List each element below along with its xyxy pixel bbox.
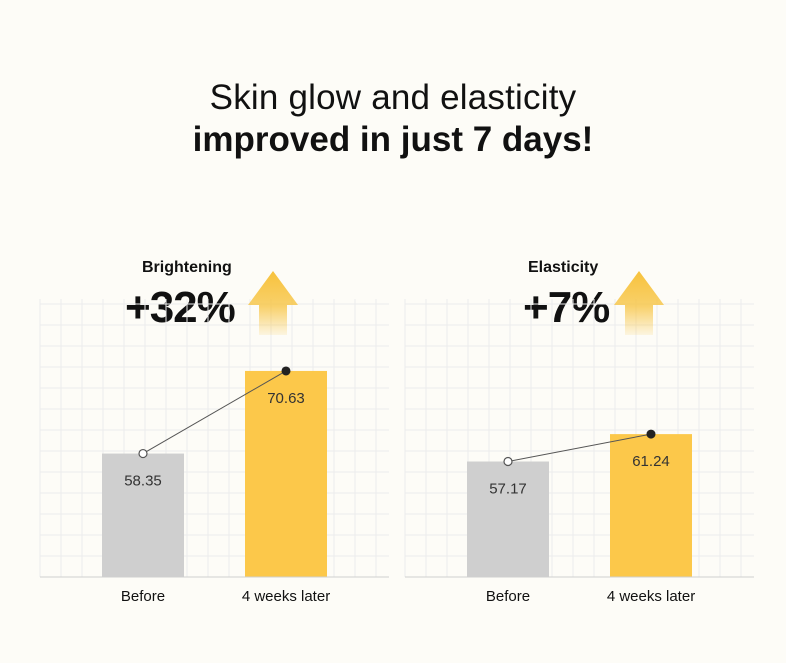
bar-after [610,434,692,577]
chart-svg: 58.35 Before 70.63 4 weeks later [39,271,389,605]
chart-title: Elasticity [528,259,599,276]
up-arrow-icon [614,271,664,335]
data-label: 61.24 [632,453,670,470]
bar-before [102,453,184,577]
bar-after [245,370,327,577]
point-after [646,429,656,439]
point-before [503,456,513,467]
x-tick-label: Before [121,588,165,605]
data-label: 58.35 [124,473,162,490]
chart-title: Brightening [142,259,232,276]
chart-elasticity: Elasticity +7% 57.17 Before 61.24 4 weeks l… [404,255,754,605]
x-tick-label: 4 weeks later [242,588,330,605]
change-label: +7% [523,283,610,332]
x-tick-label: Before [486,588,530,605]
headline-line-2: improved in just 7 days! [192,120,594,159]
bar-before [467,461,549,577]
chart-brightening: Brightening +32% 58.35 Before 70.63 4 weeks… [39,255,389,605]
up-arrow-icon [248,271,298,335]
trend-line [142,370,287,454]
x-tick-label: 4 weeks later [607,588,695,605]
grid [404,299,754,578]
trend-line [507,433,652,462]
grid [39,299,389,578]
point-before [138,448,148,459]
change-label: +32% [125,283,236,332]
headline-line-1: Skin glow and elasticity [209,78,577,117]
point-after [281,366,291,376]
chart-svg: 57.17 Before 61.24 4 weeks later [404,271,754,605]
data-label: 70.63 [267,390,305,407]
data-label: 57.17 [489,480,527,497]
